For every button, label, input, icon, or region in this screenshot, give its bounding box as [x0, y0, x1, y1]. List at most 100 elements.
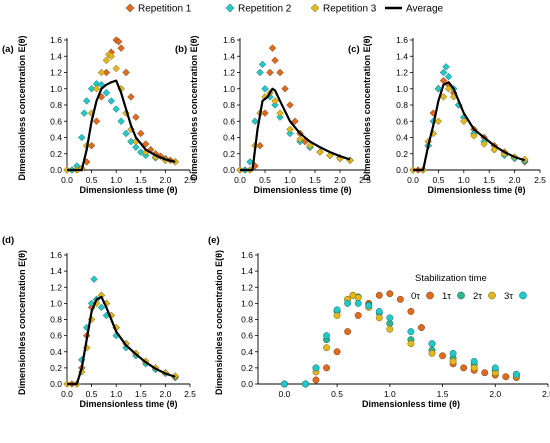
data-point — [117, 44, 125, 52]
data-point — [141, 140, 150, 148]
legend-marker-repetition-1 — [125, 3, 135, 13]
x-tick-label: 1.5 — [483, 175, 495, 185]
panel-b: (b) 0.0 0.2 0.4 0.6 0.8 1.0 1.2 1.4 1.6 0.0 0.5 1.0 1… — [175, 35, 371, 195]
y-tick-label: 1.6 — [50, 35, 62, 45]
y-tick-label: 0.8 — [396, 100, 408, 110]
data-point — [323, 344, 330, 352]
data-point — [444, 84, 453, 93]
data-point — [449, 349, 457, 357]
data-point — [281, 84, 289, 93]
x-tick-label: 1.5 — [135, 389, 147, 399]
x-tick-label: 0.0 — [61, 175, 73, 185]
data-point — [512, 370, 520, 378]
y-tick-label: 1.2 — [223, 68, 235, 78]
data-point — [481, 369, 489, 377]
panel-label: (d) — [2, 235, 14, 246]
inset-legend-marker-2tau — [488, 291, 496, 300]
y-tick-label: 1.4 — [50, 266, 62, 276]
y-tick-label: 0.6 — [50, 116, 62, 126]
data-point — [92, 117, 101, 126]
data-point — [271, 97, 279, 105]
y-tick-label: 0.8 — [50, 100, 62, 110]
panel-label: (b) — [175, 44, 187, 55]
data-point — [132, 113, 140, 121]
data-point — [87, 84, 96, 93]
data-point — [460, 364, 468, 372]
inset-legend-entry-0tau: 0τ — [411, 291, 434, 302]
data-point — [302, 380, 309, 388]
data-point — [276, 109, 284, 117]
x-tick-label: 1.0 — [110, 389, 122, 399]
x-tick-label: 0.0 — [61, 389, 73, 399]
x-tick-label: 0.5 — [259, 175, 271, 185]
data-point — [344, 299, 352, 307]
data-point — [137, 129, 145, 138]
average-line — [67, 79, 176, 172]
data-point — [261, 109, 269, 117]
data-point — [323, 332, 330, 340]
y-tick-label: 1.0 — [50, 84, 62, 94]
y-tick-label: 1.0 — [50, 298, 62, 308]
panel-label: (c) — [348, 44, 360, 55]
x-tick-label: 1.0 — [284, 175, 296, 185]
data-point — [82, 97, 91, 105]
y-axis-label: Dimensionless concentration E(θ) — [17, 36, 27, 181]
y-tick-label: 0.0 — [241, 379, 253, 389]
data-point — [316, 148, 324, 156]
inset-legend-marker-3tau — [519, 291, 527, 300]
x-tick-label: 2.5 — [359, 175, 371, 185]
y-tick-label: 0.2 — [241, 363, 253, 373]
series-average — [413, 81, 526, 172]
series-repetition-1 — [63, 36, 179, 174]
data-point — [122, 68, 130, 77]
average-line — [413, 81, 526, 172]
data-point — [251, 117, 259, 126]
data-point — [114, 37, 123, 46]
x-tick-label: 0.5 — [86, 175, 98, 185]
data-point — [428, 340, 436, 348]
y-axis-label: Dimensionless concentration E(θ) — [214, 250, 224, 395]
x-axis-label: Dimensionless time (θ) — [80, 399, 178, 409]
x-tick-label: 0.5 — [432, 175, 444, 185]
data-point — [256, 68, 264, 77]
data-point — [291, 117, 299, 126]
y-tick-label: 1.6 — [396, 35, 408, 45]
x-tick-label: 1.5 — [135, 175, 147, 185]
x-tick-label: 2.0 — [334, 175, 346, 185]
series-3tau — [280, 299, 520, 388]
average-line — [240, 87, 351, 172]
data-point — [286, 125, 294, 134]
y-tick-label: 0.8 — [241, 315, 253, 325]
series-repetition-2 — [409, 63, 529, 174]
y-tick-label: 0.0 — [50, 379, 62, 389]
y-tick-label: 1.0 — [396, 84, 408, 94]
data-point — [122, 129, 130, 138]
y-axis-label: Dimensionless concentration E(θ) — [362, 36, 372, 181]
data-point — [261, 84, 269, 93]
data-point — [127, 93, 135, 101]
x-tick-label: 2.5 — [184, 175, 196, 185]
y-tick-label: 0.0 — [396, 165, 408, 175]
x-tick-label: 0.0 — [407, 175, 419, 185]
x-tick-label: 1.5 — [309, 175, 321, 185]
data-point — [271, 56, 279, 65]
y-tick-label: 0.0 — [50, 165, 62, 175]
x-tick-label: 2.5 — [184, 389, 196, 399]
data-point — [97, 303, 106, 312]
data-point — [386, 325, 394, 333]
data-point — [444, 72, 453, 81]
legend-entry-average: Average — [385, 4, 444, 15]
data-point — [470, 132, 478, 140]
legend-label-repetition-2: Repetition 2 — [238, 4, 292, 15]
x-axis-label: Dimensionless time (θ) — [362, 399, 460, 409]
x-tick-label: 2.5 — [542, 389, 550, 399]
x-tick-label: 1.5 — [437, 389, 449, 399]
y-tick-label: 1.2 — [50, 68, 62, 78]
data-point — [127, 137, 135, 146]
data-point — [268, 44, 277, 52]
inset-legend-label-0tau: 0τ — [411, 291, 420, 302]
data-point — [258, 60, 267, 69]
x-tick-label: 0.5 — [331, 389, 343, 399]
panels: (a) 0.0 0.2 0.4 0.6 0.8 1.0 1.2 1.4 1.6 0.0 0.5 1.0 1… — [2, 35, 550, 409]
legend-marker-repetition-3 — [310, 3, 320, 13]
